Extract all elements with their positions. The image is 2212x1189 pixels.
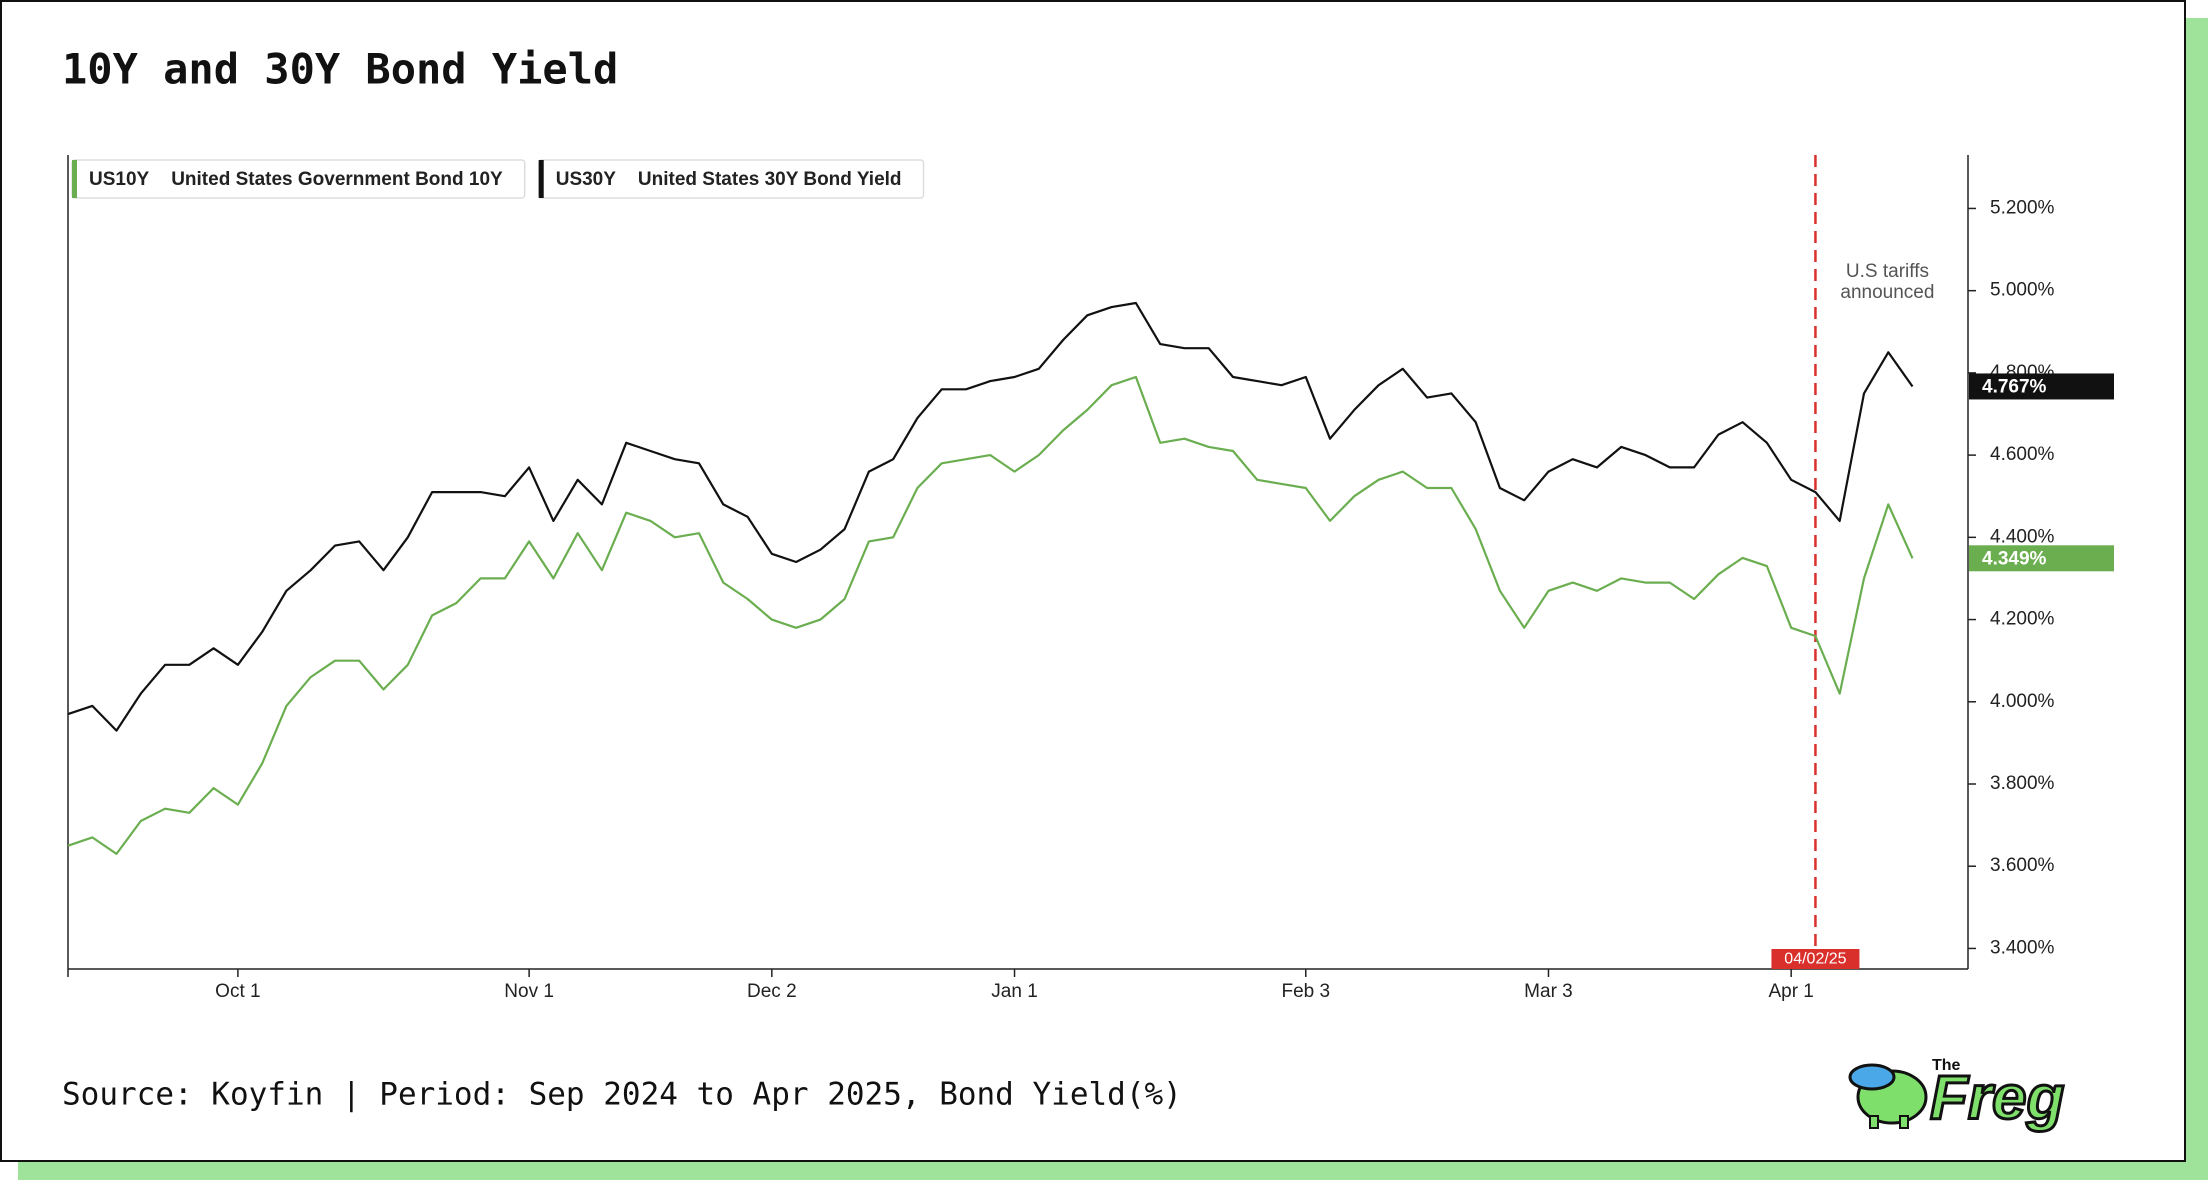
y-tick-label: 4.000% <box>1990 691 2055 712</box>
last-value-badge <box>1969 373 2114 400</box>
x-tick-label: Jan 1 <box>991 981 1037 1002</box>
x-tick-label: Mar 3 <box>1524 981 1573 1002</box>
y-tick-label: 5.000% <box>1990 280 2055 301</box>
series-line <box>67 375 1914 855</box>
legend-item: US10Y United States Government Bond 10Y <box>71 159 526 199</box>
chart-title: 10Y and 30Y Bond Yield <box>62 45 618 94</box>
last-value-badge <box>1969 545 2114 572</box>
logo-leg <box>1869 1115 1879 1129</box>
y-tick-label: 4.600% <box>1990 444 2055 465</box>
y-tick-label: 5.200% <box>1990 197 2055 218</box>
event-label: 04/02/25 <box>1784 951 1846 968</box>
annotation: announced <box>1840 282 1934 303</box>
series-line <box>67 301 1914 732</box>
legend-label: United States 30Y Bond Yield <box>638 169 902 190</box>
logo: The Freg <box>1848 1057 2066 1134</box>
logo-small: The <box>1932 1057 1961 1074</box>
logo-leg <box>1899 1115 1909 1129</box>
y-tick-label: 3.400% <box>1990 937 2055 958</box>
annotation: U.S tariffs <box>1846 261 1929 282</box>
legend-ticker: US30Y <box>556 169 617 190</box>
legend-swatch <box>538 160 544 198</box>
y-tick-label: 4.400% <box>1990 526 2055 547</box>
x-tick-label: Feb 3 <box>1281 981 1330 1002</box>
logo-text: Freg <box>1930 1063 2064 1132</box>
legend-swatch <box>72 160 77 198</box>
x-tick-label: Nov 1 <box>504 981 554 1002</box>
logo-hat <box>1848 1063 1896 1091</box>
x-tick-label: Apr 1 <box>1768 981 1813 1002</box>
x-tick-label: Oct 1 <box>215 981 260 1002</box>
last-value-label: 4.349% <box>1982 548 2047 569</box>
x-tick-label: Dec 2 <box>747 981 797 1002</box>
y-tick-label: 4.200% <box>1990 609 2055 630</box>
legend-ticker: US10Y <box>89 169 150 190</box>
legend-label: United States Government Bond 10Y <box>171 169 503 190</box>
last-value-label: 4.767% <box>1982 376 2047 397</box>
legend-item: US30Y United States 30Y Bond Yield <box>537 159 925 199</box>
event-label-bg <box>1771 949 1860 969</box>
y-tick-label: 3.600% <box>1990 855 2055 876</box>
y-tick-label: 3.800% <box>1990 773 2055 794</box>
footer-source: Source: Koyfin | Period: Sep 2024 to Apr… <box>62 1077 1182 1113</box>
